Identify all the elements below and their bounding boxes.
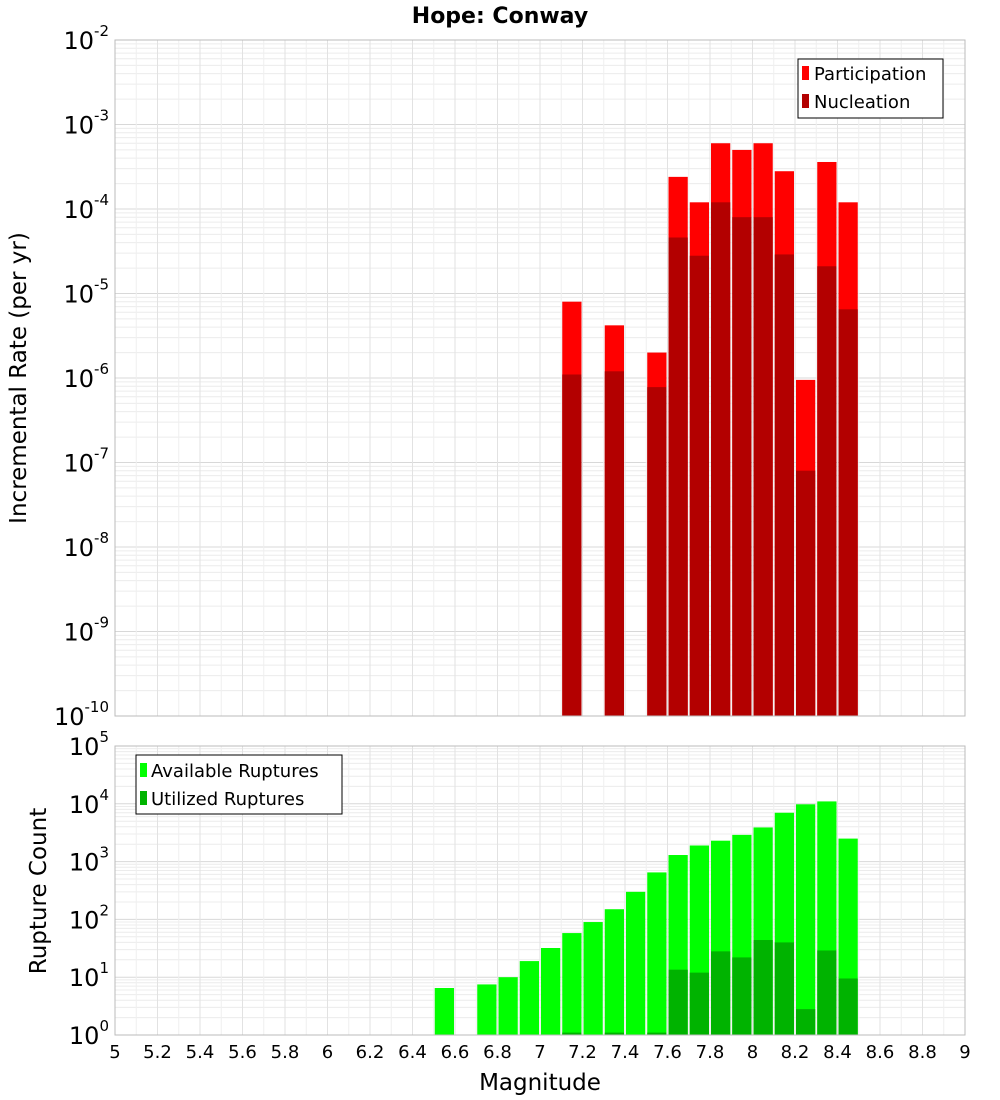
top-y-tick-label: 10-3 [63, 107, 109, 140]
bar-utilized-ruptures [817, 950, 837, 1035]
bar-nucleation [817, 266, 837, 716]
legend-swatch-utilized [140, 791, 147, 805]
top-y-tick-label: 10-6 [63, 360, 109, 393]
top-y-axis-title: Incremental Rate (per yr) [6, 232, 32, 524]
bottom-plot-frame [114, 745, 966, 1036]
bottom-legend: Available Ruptures Utilized Ruptures [135, 754, 343, 815]
top-y-tick-label: 10-5 [63, 276, 109, 309]
bar-available-ruptures [541, 948, 561, 1035]
x-tick-label: 6.8 [483, 1042, 512, 1063]
bar-available-ruptures [626, 891, 646, 1035]
top-y-tick-label: 10-4 [63, 191, 109, 224]
bar-nucleation [562, 374, 582, 716]
bottom-panel: 100 101 102 103 104 105 5 5.2 5.4 5.6 5.8 6 6.2 6.4 6… [26, 728, 971, 1096]
top-legend-box [797, 58, 944, 119]
legend-label-participation: Participation [814, 64, 926, 85]
x-tick-labels: 5 5.2 5.4 5.6 5.8 6 6.2 6.4 6.6 6.8 7 7.2 7.4 7.6 7.8 8… [109, 1042, 970, 1063]
bottom-y-tick-label: 102 [69, 901, 109, 934]
bar-nucleation [711, 202, 731, 716]
top-gridlines [115, 40, 965, 717]
bar-available-ruptures [583, 922, 603, 1035]
x-tick-label: 5.4 [186, 1042, 215, 1063]
bar-available-ruptures [519, 961, 539, 1035]
bar-nucleation [668, 237, 688, 716]
x-tick-label: 9 [959, 1042, 970, 1063]
top-y-tick-label: 10-10 [54, 698, 109, 731]
x-tick-label: 8.4 [823, 1042, 852, 1063]
x-tick-label: 7.2 [568, 1042, 597, 1063]
x-tick-label: 5 [109, 1042, 120, 1063]
x-axis-title: Magnitude [479, 1070, 601, 1096]
legend-label-nucleation: Nucleation [814, 92, 910, 113]
bar-available-ruptures [796, 804, 816, 1035]
legend-swatch-available [140, 763, 147, 777]
x-tick-label: 8.8 [908, 1042, 937, 1063]
bar-nucleation [689, 255, 709, 716]
top-y-tick-label: 10-2 [63, 22, 109, 55]
bottom-y-tick-labels: 100 101 102 103 104 105 [69, 728, 109, 1050]
x-tick-label: 6.6 [441, 1042, 470, 1063]
legend-swatch-nucleation [802, 94, 809, 108]
bar-utilized-ruptures [562, 1032, 582, 1035]
bar-nucleation [604, 371, 624, 716]
bar-available-ruptures [477, 984, 497, 1035]
bottom-y-tick-label: 104 [69, 786, 109, 819]
bar-nucleation [838, 309, 858, 716]
x-tick-label: 7.4 [611, 1042, 640, 1063]
bar-available-ruptures [604, 909, 624, 1035]
bar-utilized-ruptures [711, 951, 731, 1035]
bar-available-ruptures [647, 872, 667, 1035]
top-y-tick-labels: 10-10 10-9 10-8 10-7 10-6 10-5 10-4 10-3 10-2 [54, 22, 109, 731]
chart-title: Hope: Conway [412, 4, 588, 29]
bottom-y-tick-label: 100 [69, 1017, 109, 1050]
x-tick-label: 5.8 [271, 1042, 300, 1063]
bottom-y-tick-label: 101 [69, 959, 109, 992]
legend-label-available: Available Ruptures [151, 761, 319, 782]
x-tick-label: 6.2 [356, 1042, 385, 1063]
legend-label-utilized: Utilized Ruptures [151, 789, 304, 810]
top-panel: 10-10 10-9 10-8 10-7 10-6 10-5 10-4 10-3 10-2 In… [6, 22, 966, 731]
top-bars [562, 143, 858, 717]
bottom-bars [434, 801, 858, 1035]
bottom-y-axis-title: Rupture Count [26, 808, 52, 974]
bar-available-ruptures [434, 988, 454, 1035]
legend-swatch-participation [802, 66, 809, 80]
bar-utilized-ruptures [838, 978, 858, 1035]
bar-nucleation [732, 217, 752, 716]
top-legend: Participation Nucleation [797, 58, 944, 119]
top-y-tick-label: 10-7 [63, 445, 109, 478]
bar-utilized-ruptures [668, 969, 688, 1035]
bar-available-ruptures [498, 977, 518, 1035]
x-tick-label: 5.6 [228, 1042, 257, 1063]
bar-nucleation [796, 470, 816, 716]
bar-utilized-ruptures [753, 940, 773, 1035]
x-tick-label: 5.2 [143, 1042, 172, 1063]
bar-available-ruptures [562, 933, 582, 1035]
bar-nucleation [753, 217, 773, 716]
bottom-y-tick-label: 103 [69, 844, 109, 877]
bar-utilized-ruptures [732, 957, 752, 1035]
top-plot-frame [114, 39, 966, 717]
bottom-legend-box [135, 754, 343, 815]
bar-nucleation [774, 254, 794, 716]
bar-nucleation [647, 387, 667, 716]
bar-utilized-ruptures [647, 1032, 667, 1035]
x-tick-label: 7.6 [653, 1042, 682, 1063]
top-y-tick-label: 10-8 [63, 529, 109, 562]
bar-utilized-ruptures [604, 1032, 624, 1035]
x-tick-label: 8.2 [781, 1042, 810, 1063]
x-tick-label: 6.4 [398, 1042, 427, 1063]
x-tick-label: 8 [747, 1042, 758, 1063]
bar-utilized-ruptures [689, 972, 709, 1035]
x-tick-label: 7 [534, 1042, 545, 1063]
x-tick-label: 6 [322, 1042, 333, 1063]
bottom-y-tick-label: 105 [69, 728, 109, 761]
bar-utilized-ruptures [796, 1009, 816, 1035]
top-y-tick-label: 10-9 [63, 614, 109, 647]
x-tick-label: 7.8 [696, 1042, 725, 1063]
x-tick-label: 8.6 [866, 1042, 895, 1063]
bar-utilized-ruptures [774, 942, 794, 1035]
